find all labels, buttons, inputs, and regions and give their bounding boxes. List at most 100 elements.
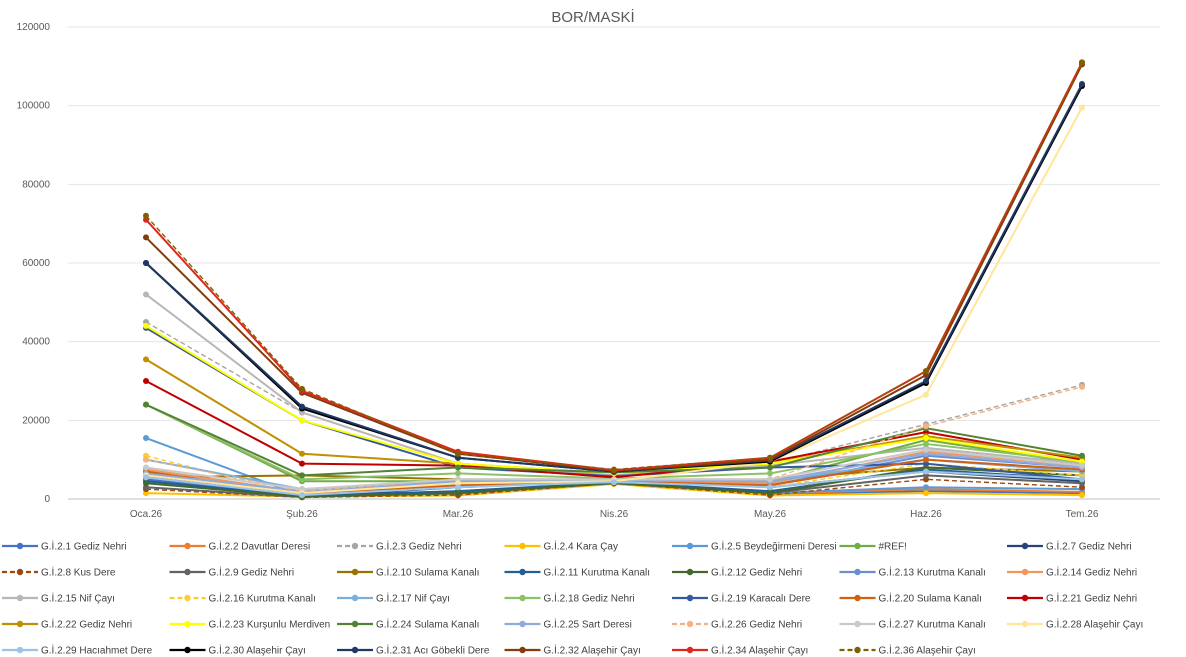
- series-15: [143, 291, 1085, 479]
- data-point: [143, 356, 149, 363]
- data-point: [1079, 476, 1085, 483]
- series-lines: [143, 59, 1085, 501]
- data-point: [143, 212, 149, 219]
- legend-label: G.İ.2.14 Gediz Nehri: [1046, 566, 1137, 579]
- legend-item: G.İ.2.9 Gediz Nehri: [169, 566, 294, 579]
- legend-marker: [351, 542, 359, 550]
- data-point: [143, 401, 149, 408]
- x-tick-label: Oca.26: [130, 509, 163, 520]
- legend-label: G.İ.2.32 Alaşehir Çayı: [544, 644, 641, 657]
- y-tick-label: 80000: [22, 179, 50, 190]
- data-point: [143, 378, 149, 384]
- legend-marker: [184, 568, 191, 576]
- series-line: [145, 380, 1083, 479]
- data-point: [299, 417, 305, 424]
- data-point: [299, 403, 305, 410]
- legend-item: G.İ.2.29 Hacıahmet Dere: [2, 644, 153, 657]
- series-line: [145, 293, 1083, 477]
- y-tick-label: 40000: [22, 337, 50, 348]
- legend-label: G.İ.2.28 Alaşehir Çayı: [1046, 618, 1143, 631]
- series-line: [145, 62, 1083, 471]
- data-point: [767, 454, 773, 461]
- legend-marker: [519, 568, 526, 576]
- legend-item: G.İ.2.36 Alaşehir Çayı: [839, 644, 976, 657]
- legend-marker: [686, 568, 694, 576]
- legend-label: G.İ.2.34 Alaşehir Çayı: [711, 644, 808, 657]
- data-point: [767, 476, 773, 483]
- legend-label: G.İ.2.31 Acı Göbekli Dere: [376, 644, 490, 657]
- legend-marker: [854, 620, 861, 628]
- legend-item: G.İ.2.31 Acı Göbekli Dere: [337, 644, 490, 657]
- legend-marker: [351, 568, 359, 576]
- legend-label: G.İ.2.10 Sulama Kanalı: [376, 566, 479, 579]
- legend-label: G.İ.2.27 Kurutma Kanalı: [879, 618, 986, 631]
- series-30: [143, 83, 1085, 475]
- legend-marker: [1021, 620, 1029, 628]
- x-tick-label: May.26: [754, 509, 786, 520]
- legend-item: G.İ.2.13 Kurutma Kanalı: [839, 566, 986, 579]
- legend-marker: [854, 542, 861, 550]
- x-tick-label: Tem.26: [1066, 509, 1099, 520]
- series-31: [143, 81, 1085, 475]
- series-29: [143, 468, 1085, 499]
- legend-marker: [16, 594, 24, 602]
- legend-label: G.İ.2.22 Gediz Nehri: [41, 618, 132, 631]
- legend-label: G.İ.2.21 Gediz Nehri: [1046, 592, 1137, 605]
- chart-title: BOR/MASKİ: [551, 8, 634, 26]
- legend-label: G.İ.2.24 Sulama Kanalı: [376, 618, 479, 631]
- legend-label: G.İ.2.17 Nif Çayı: [376, 592, 450, 605]
- series-line: [145, 83, 1083, 473]
- legend-item: G.İ.2.7 Gediz Nehri: [1007, 540, 1132, 553]
- legend-item: G.İ.2.25 Sart Deresi: [504, 618, 632, 631]
- legend-item: G.İ.2.15 Nif Çayı: [2, 592, 115, 605]
- x-tick-label: Mar.26: [443, 509, 474, 520]
- series-line: [145, 85, 1083, 473]
- legend-marker: [184, 594, 191, 602]
- legend-marker: [16, 646, 24, 654]
- legend-item: G.İ.2.19 Karacalı Dere: [672, 592, 811, 605]
- legend-marker: [519, 646, 526, 654]
- legend-item: G.İ.2.28 Alaşehir Çayı: [1007, 618, 1143, 631]
- legend-label: G.İ.2.30 Alaşehir Çayı: [209, 644, 306, 657]
- legend-marker: [184, 646, 191, 654]
- x-tick-label: Nis.26: [600, 509, 629, 520]
- series-34: [143, 59, 1085, 473]
- data-point: [923, 456, 929, 463]
- legend-marker: [854, 594, 861, 602]
- legend-label: G.İ.2.4 Kara Çay: [544, 540, 618, 553]
- legend-item: G.İ.2.34 Alaşehir Çayı: [672, 644, 808, 657]
- data-point: [1079, 492, 1085, 499]
- legend-label: G.İ.2.13 Kurutma Kanalı: [879, 566, 986, 579]
- legend-item: #REF!: [839, 542, 907, 553]
- x-tick-label: Şub.26: [286, 509, 318, 520]
- legend-item: G.İ.2.26 Gediz Nehri: [672, 618, 802, 631]
- y-tick-label: 0: [44, 494, 50, 505]
- data-point: [1079, 452, 1085, 459]
- legend-item: G.İ.2.20 Sulama Kanalı: [839, 592, 982, 605]
- series-28: [143, 104, 1085, 497]
- legend-marker: [519, 542, 526, 550]
- data-point: [1079, 59, 1085, 66]
- legend-label: G.İ.2.1 Gediz Nehri: [41, 540, 127, 553]
- data-point: [923, 484, 929, 491]
- data-point: [143, 260, 149, 266]
- legend-item: G.İ.2.11 Kurutma Kanalı: [504, 566, 650, 579]
- legend-item: G.İ.2.21 Gediz Nehri: [1007, 592, 1137, 605]
- legend-marker: [854, 646, 861, 654]
- data-point: [767, 470, 773, 477]
- legend-marker: [686, 542, 694, 550]
- legend-label: G.İ.2.19 Karacalı Dere: [711, 592, 811, 605]
- data-point: [923, 435, 929, 442]
- data-point: [143, 456, 149, 463]
- legend-label: G.İ.2.29 Hacıahmet Dere: [41, 644, 153, 657]
- legend-label: G.İ.2.16 Kurutma Kanalı: [209, 592, 316, 605]
- data-point: [1079, 383, 1085, 390]
- legend-marker: [519, 620, 526, 628]
- data-point: [1079, 104, 1085, 111]
- legend-marker: [854, 568, 861, 576]
- legend-item: G.İ.2.1 Gediz Nehri: [2, 540, 127, 553]
- data-point: [299, 385, 305, 392]
- legend-item: G.İ.2.10 Sulama Kanalı: [337, 566, 479, 579]
- legend-label: G.İ.2.20 Sulama Kanalı: [879, 592, 982, 605]
